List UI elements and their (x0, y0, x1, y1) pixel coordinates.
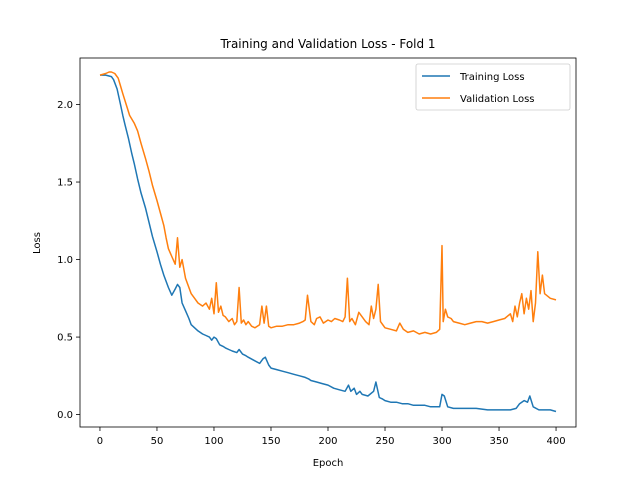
x-tick-label: 250 (375, 436, 394, 447)
y-tick-label: 2.0 (57, 100, 73, 111)
training-loss-line (100, 74, 557, 413)
x-tick-label: 0 (97, 436, 103, 447)
plot-lines (99, 71, 557, 413)
x-tick-label: 100 (204, 436, 223, 447)
x-tick-label: 150 (261, 436, 280, 447)
x-tick-label: 200 (318, 436, 337, 447)
x-axis-ticks: 0 50 100 150 200 250 300 350 400 (97, 427, 566, 447)
legend: Training Loss Validation Loss (415, 63, 571, 111)
x-tick-label: 350 (489, 436, 508, 447)
x-tick-label: 50 (151, 436, 164, 447)
x-tick-label: 400 (546, 436, 565, 447)
validation-loss-line (99, 71, 557, 335)
x-tick-label: 300 (432, 436, 451, 447)
chart-title: Training and Validation Loss - Fold 1 (219, 37, 435, 51)
y-tick-label: 1.0 (57, 255, 73, 266)
legend-box (415, 63, 571, 111)
legend-label-training: Training Loss (459, 72, 525, 83)
y-tick-label: 0.0 (57, 410, 73, 421)
y-tick-label: 1.5 (57, 178, 73, 189)
legend-label-validation: Validation Loss (460, 94, 535, 105)
y-axis-label: Loss (32, 232, 43, 254)
y-axis-ticks: 0.0 0.5 1.0 1.5 2.0 (57, 100, 80, 421)
x-axis-label: Epoch (313, 458, 344, 469)
y-tick-label: 0.5 (57, 333, 73, 344)
